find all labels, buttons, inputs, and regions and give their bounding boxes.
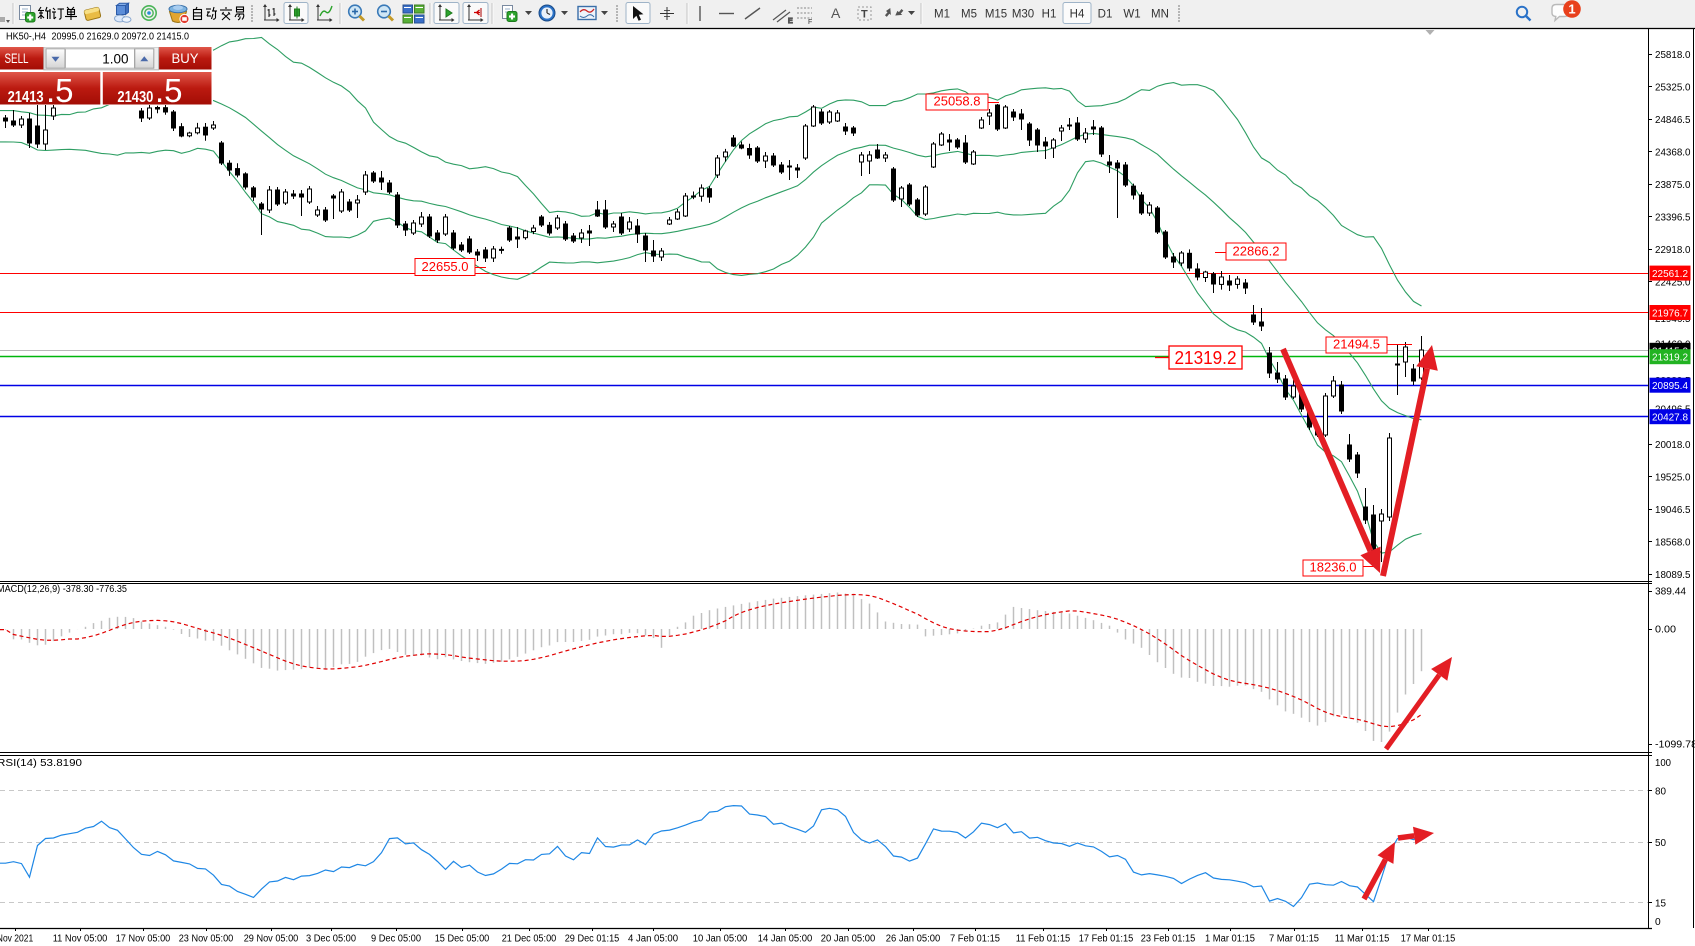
svg-text:29 Dec 01:15: 29 Dec 01:15 — [565, 934, 620, 945]
svg-text:D1: D1 — [1098, 9, 1113, 21]
svg-text:1.00: 1.00 — [102, 52, 128, 67]
svg-text:80: 80 — [1655, 787, 1666, 798]
svg-text:E: E — [788, 18, 793, 25]
svg-text:T: T — [861, 9, 868, 21]
svg-text:M30: M30 — [1012, 9, 1034, 21]
svg-text:H4: H4 — [1070, 9, 1085, 21]
svg-text:Nov 2021: Nov 2021 — [0, 934, 34, 945]
svg-text:23 Nov 05:00: 23 Nov 05:00 — [179, 934, 234, 945]
svg-text:21430: 21430 — [117, 89, 153, 105]
svg-text:23 Feb 01:15: 23 Feb 01:15 — [1141, 934, 1196, 945]
svg-text:24846.5: 24846.5 — [1655, 115, 1691, 126]
svg-text:18236.0: 18236.0 — [1310, 560, 1357, 575]
svg-text:17 Mar 01:15: 17 Mar 01:15 — [1401, 934, 1456, 945]
svg-text:F: F — [808, 19, 812, 26]
svg-text:4 Jan 05:00: 4 Jan 05:00 — [628, 934, 678, 945]
svg-text:26 Jan 05:00: 26 Jan 05:00 — [886, 934, 941, 945]
svg-text:11 Nov 05:00: 11 Nov 05:00 — [53, 934, 108, 945]
svg-text:MN: MN — [1151, 9, 1169, 21]
svg-text:20018.0: 20018.0 — [1655, 440, 1691, 451]
svg-text:21413: 21413 — [8, 89, 44, 105]
svg-text:15: 15 — [1655, 899, 1666, 910]
svg-text:100: 100 — [1655, 758, 1671, 769]
svg-text:7 Mar 01:15: 7 Mar 01:15 — [1269, 934, 1319, 945]
svg-text:15 Dec 05:00: 15 Dec 05:00 — [435, 934, 490, 945]
svg-text:23875.0: 23875.0 — [1655, 180, 1691, 191]
svg-text:M1: M1 — [934, 9, 950, 21]
svg-text:22866.2: 22866.2 — [1233, 244, 1280, 259]
svg-text:A: A — [831, 5, 841, 21]
svg-text:MACD(12,26,9) -378.30 -776.35: MACD(12,26,9) -378.30 -776.35 — [0, 584, 127, 595]
svg-text:BUY: BUY — [172, 51, 199, 66]
svg-text:9 Dec 05:00: 9 Dec 05:00 — [371, 934, 421, 945]
svg-text:-1099.78: -1099.78 — [1655, 740, 1695, 751]
svg-text:19525.0: 19525.0 — [1655, 472, 1691, 483]
svg-text:17 Nov 05:00: 17 Nov 05:00 — [116, 934, 171, 945]
svg-text:25325.0: 25325.0 — [1655, 82, 1691, 93]
svg-text:0.00: 0.00 — [1655, 625, 1676, 636]
svg-text:25058.8: 25058.8 — [934, 94, 981, 109]
svg-text:18089.5: 18089.5 — [1655, 570, 1691, 581]
svg-text:21319.2: 21319.2 — [1652, 352, 1688, 364]
svg-text:19046.5: 19046.5 — [1655, 505, 1691, 516]
svg-text:H1: H1 — [1042, 9, 1057, 21]
svg-text:14 Jan 05:00: 14 Jan 05:00 — [758, 934, 813, 945]
svg-text:11 Mar 01:15: 11 Mar 01:15 — [1335, 934, 1390, 945]
svg-text:18568.0: 18568.0 — [1655, 537, 1691, 548]
svg-text:22425.0: 22425.0 — [1655, 277, 1691, 288]
svg-text:10 Jan 05:00: 10 Jan 05:00 — [693, 934, 748, 945]
svg-text:22561.2: 22561.2 — [1652, 268, 1688, 280]
svg-text:17 Feb 01:15: 17 Feb 01:15 — [1079, 934, 1134, 945]
svg-text:RSI(14) 53.8190: RSI(14) 53.8190 — [0, 758, 82, 769]
svg-text:23396.5: 23396.5 — [1655, 212, 1691, 223]
svg-text:0: 0 — [1655, 917, 1661, 928]
svg-text:20 Jan 05:00: 20 Jan 05:00 — [821, 934, 876, 945]
svg-text:20895.4: 20895.4 — [1652, 380, 1688, 392]
svg-text:22655.0: 22655.0 — [422, 259, 469, 274]
svg-text:20427.8: 20427.8 — [1652, 412, 1688, 424]
svg-text:.5: .5 — [155, 72, 183, 105]
svg-text:21319.2: 21319.2 — [1175, 348, 1237, 368]
svg-text:M15: M15 — [985, 9, 1007, 21]
svg-text:1: 1 — [1568, 2, 1575, 17]
svg-text:50: 50 — [1655, 838, 1666, 849]
svg-text:29 Nov 05:00: 29 Nov 05:00 — [244, 934, 299, 945]
svg-text:.5: .5 — [46, 72, 74, 105]
svg-text:25818.0: 25818.0 — [1655, 50, 1691, 61]
svg-text:11 Feb 01:15: 11 Feb 01:15 — [1016, 934, 1071, 945]
svg-text:24368.0: 24368.0 — [1655, 147, 1691, 158]
svg-text:W1: W1 — [1123, 9, 1140, 21]
svg-text:3 Dec 05:00: 3 Dec 05:00 — [306, 934, 356, 945]
svg-text:M5: M5 — [961, 9, 977, 21]
svg-text:SELL: SELL — [5, 51, 29, 66]
svg-text:21 Dec 05:00: 21 Dec 05:00 — [502, 934, 557, 945]
svg-text:HK50-,H4: HK50-,H4 — [6, 32, 46, 43]
svg-text:21976.7: 21976.7 — [1652, 308, 1688, 320]
svg-text:21494.5: 21494.5 — [1333, 337, 1380, 352]
svg-text:20995.0 21629.0 20972.0 21415.: 20995.0 21629.0 20972.0 21415.0 — [52, 32, 190, 43]
svg-text:1 Mar 01:15: 1 Mar 01:15 — [1205, 934, 1255, 945]
svg-text:7 Feb 01:15: 7 Feb 01:15 — [950, 934, 1000, 945]
svg-text:389.44: 389.44 — [1655, 587, 1686, 598]
svg-text:22918.0: 22918.0 — [1655, 245, 1691, 256]
